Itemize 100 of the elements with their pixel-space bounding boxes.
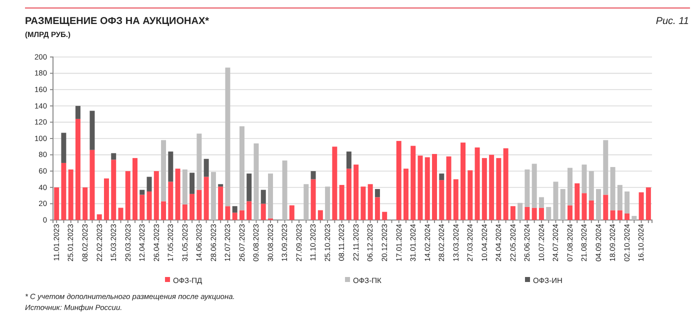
bar xyxy=(161,140,166,202)
bar xyxy=(582,193,587,220)
bar xyxy=(325,186,330,220)
bar xyxy=(568,205,572,220)
bar xyxy=(360,186,366,220)
bar xyxy=(610,167,616,210)
bar xyxy=(603,194,608,220)
bar xyxy=(468,170,473,220)
bar xyxy=(260,190,266,204)
bar xyxy=(196,190,202,220)
bar xyxy=(132,158,138,220)
bar xyxy=(204,176,209,220)
bar xyxy=(68,169,74,220)
bar xyxy=(246,174,252,202)
bar xyxy=(574,183,580,220)
bar xyxy=(140,190,145,195)
bar xyxy=(118,208,124,220)
text: Рис. 11 xyxy=(656,16,689,27)
bar xyxy=(146,176,152,192)
bar xyxy=(125,171,130,220)
bar xyxy=(582,164,587,194)
bar xyxy=(524,169,530,207)
bar xyxy=(190,172,195,194)
bar xyxy=(260,204,266,220)
bar xyxy=(161,201,166,220)
bar xyxy=(439,174,444,180)
bar xyxy=(453,179,458,220)
bar xyxy=(439,180,444,220)
bar xyxy=(418,156,423,220)
bar xyxy=(354,164,359,220)
bar xyxy=(204,158,209,177)
bar xyxy=(617,210,622,220)
bar xyxy=(610,210,616,220)
bar xyxy=(339,184,344,220)
bar xyxy=(632,216,637,220)
bar xyxy=(524,206,530,220)
bar xyxy=(190,194,195,220)
bar xyxy=(424,157,430,220)
bar xyxy=(61,162,66,220)
bar xyxy=(638,192,644,220)
bar xyxy=(182,169,188,205)
bar xyxy=(318,210,323,220)
bar xyxy=(90,110,95,150)
bar xyxy=(374,189,380,198)
bar xyxy=(304,184,309,220)
bar xyxy=(532,164,537,208)
bar xyxy=(282,160,288,220)
bar xyxy=(225,206,230,220)
bar xyxy=(346,152,352,169)
bar xyxy=(210,172,216,220)
bar xyxy=(146,191,152,220)
bar xyxy=(603,140,608,195)
bar xyxy=(246,201,252,220)
bar xyxy=(196,134,202,190)
bar xyxy=(588,171,594,200)
bar xyxy=(460,142,466,220)
bar xyxy=(538,197,544,208)
bar xyxy=(225,68,230,206)
bar xyxy=(510,206,516,220)
bar xyxy=(538,208,544,220)
bar xyxy=(182,204,188,220)
bar xyxy=(532,208,537,220)
bar xyxy=(496,158,502,220)
bar xyxy=(553,182,558,220)
bar xyxy=(568,168,572,206)
bar xyxy=(624,191,630,214)
bar xyxy=(254,143,259,220)
bar xyxy=(90,150,95,220)
bar xyxy=(61,132,66,163)
bar xyxy=(96,214,102,220)
bar xyxy=(474,147,480,220)
bar xyxy=(646,187,651,220)
bar xyxy=(446,156,452,220)
bar xyxy=(588,200,594,220)
bar xyxy=(239,210,244,220)
bar xyxy=(218,184,224,187)
bar xyxy=(310,171,316,180)
bar xyxy=(374,197,380,220)
bar xyxy=(268,174,273,218)
bar xyxy=(368,184,373,220)
bar xyxy=(489,154,494,220)
bar xyxy=(403,168,408,220)
bar xyxy=(289,205,294,220)
bar xyxy=(82,187,88,220)
bar xyxy=(232,206,238,213)
bar xyxy=(596,189,602,220)
bar xyxy=(140,194,145,220)
bar xyxy=(382,212,388,220)
bar xyxy=(239,126,244,210)
bar xyxy=(218,186,224,220)
bar xyxy=(346,168,352,220)
bar xyxy=(617,184,622,210)
bar xyxy=(310,179,316,220)
bar xyxy=(432,154,437,220)
bar xyxy=(111,153,116,160)
bar xyxy=(396,140,402,220)
bar xyxy=(175,168,180,220)
bar xyxy=(111,160,116,220)
bar xyxy=(624,213,630,220)
bar xyxy=(168,182,174,220)
